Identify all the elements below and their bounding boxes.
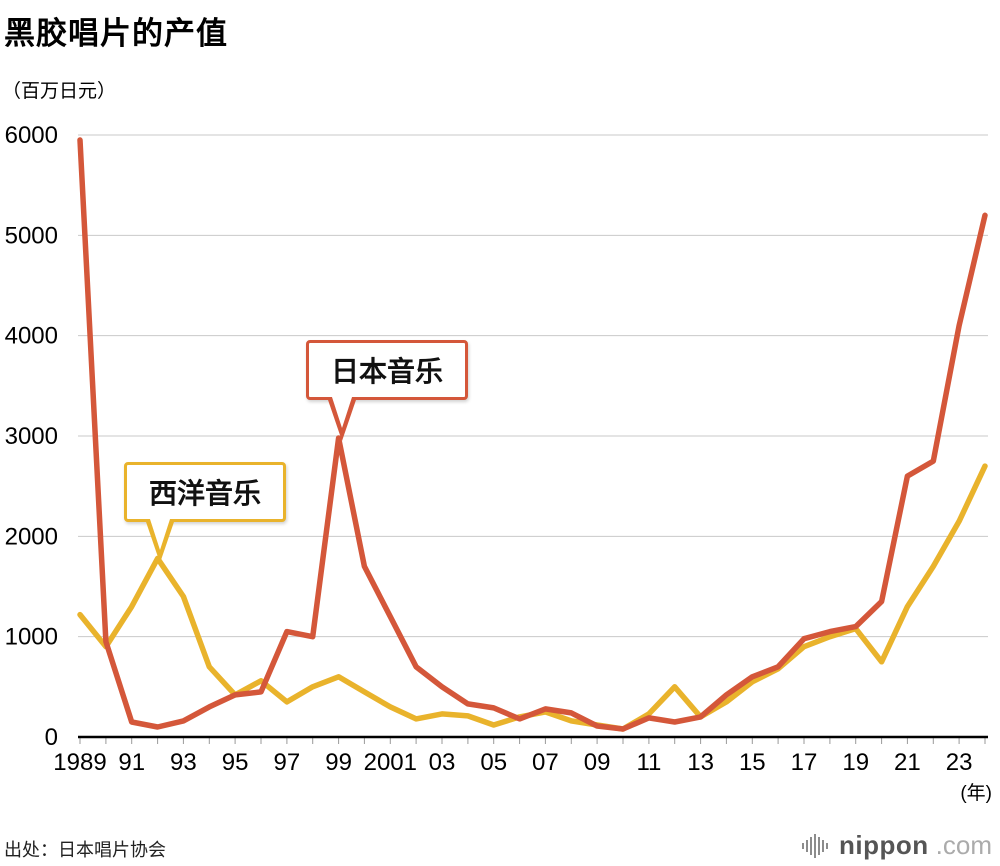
callout-japan-music-label: 日本音乐: [331, 356, 444, 387]
y-tick-label: 3000: [5, 423, 58, 450]
callout-western-music: 西洋音乐: [124, 462, 287, 563]
source-text: 出处：日本唱片协会: [4, 840, 166, 860]
x-tick-label: 99: [325, 749, 352, 776]
y-tick-label: 6000: [5, 122, 58, 149]
x-tick-label: 95: [222, 749, 249, 776]
nippon-logo: nippon .com: [802, 830, 992, 861]
x-tick-label: 93: [170, 749, 197, 776]
series-line-japan-music: [77, 137, 988, 732]
x-tick-label: 11: [636, 749, 661, 776]
y-tick-label: 1000: [5, 624, 58, 651]
callout-western-music-label: 西洋音乐: [149, 478, 262, 509]
callout-japan-music: 日本音乐: [306, 340, 469, 441]
x-tick-label: 15: [739, 749, 766, 776]
x-tick-label: 91: [118, 749, 145, 776]
y-tick-label: 4000: [5, 323, 58, 350]
x-tick-label: 23: [946, 749, 973, 776]
nippon-logo-text: nippon: [839, 830, 929, 860]
x-tick-label: 97: [274, 749, 301, 776]
x-tick-label: 21: [894, 749, 921, 776]
y-axis-unit-label: （百万日元）: [2, 81, 117, 102]
x-tick-label: 03: [429, 749, 456, 776]
x-tick-label: 05: [480, 749, 507, 776]
y-tick-label: 2000: [5, 523, 58, 550]
x-tick-label: 2001: [364, 749, 417, 776]
y-tick-label: 5000: [5, 222, 58, 249]
y-tick-label: 0: [45, 724, 58, 751]
x-axis-unit-label: (年): [960, 783, 992, 804]
page-title: 黑胶唱片的产值: [4, 16, 228, 51]
x-tick-label: 19: [842, 749, 869, 776]
x-tick-label: 07: [532, 749, 559, 776]
x-tick-label: 1989: [53, 749, 106, 776]
x-tick-label: 13: [687, 749, 714, 776]
x-tick-label: 17: [791, 749, 818, 776]
nippon-logo-icon: [802, 833, 829, 858]
x-tick-label: 09: [584, 749, 611, 776]
nippon-logo-suffix: .com: [935, 830, 992, 860]
